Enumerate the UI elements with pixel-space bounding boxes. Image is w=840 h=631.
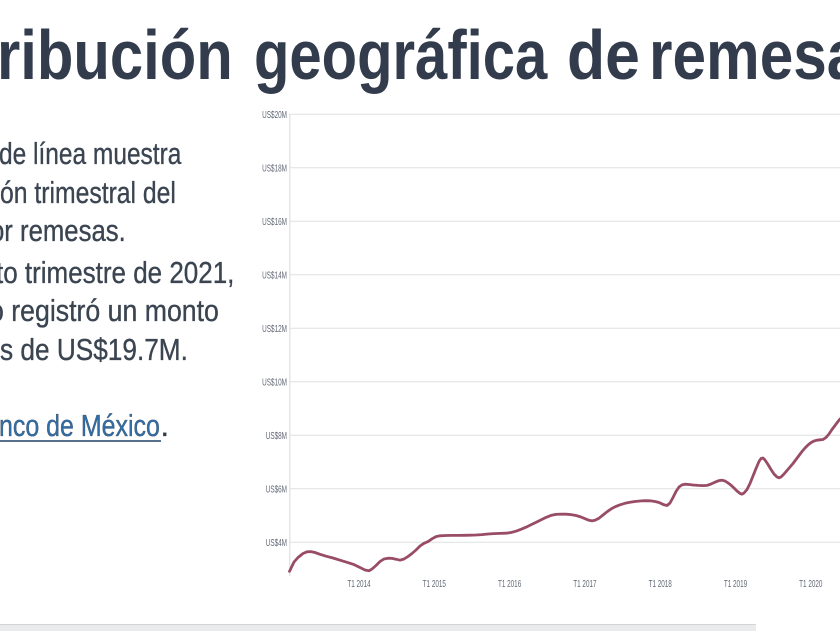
svg-text:T1 2016: T1 2016: [498, 577, 522, 589]
svg-text:T1 2019: T1 2019: [724, 577, 748, 589]
svg-text:T1 2020: T1 2020: [799, 577, 823, 589]
svg-text:US$14M: US$14M: [262, 269, 287, 281]
svg-text:US$20M: US$20M: [262, 108, 287, 120]
svg-text:US$16M: US$16M: [262, 215, 287, 227]
svg-text:T1 2014: T1 2014: [347, 577, 371, 589]
svg-text:US$12M: US$12M: [262, 322, 287, 334]
svg-text:T1 2017: T1 2017: [573, 577, 597, 589]
svg-text:US$8M: US$8M: [266, 429, 287, 441]
svg-text:T1 2015: T1 2015: [423, 577, 447, 589]
svg-text:US$10M: US$10M: [262, 376, 287, 388]
svg-text:US$6M: US$6M: [266, 483, 287, 495]
svg-text:T1 2018: T1 2018: [649, 577, 673, 589]
svg-text:US$4M: US$4M: [266, 536, 287, 548]
svg-text:US$18M: US$18M: [262, 162, 287, 174]
